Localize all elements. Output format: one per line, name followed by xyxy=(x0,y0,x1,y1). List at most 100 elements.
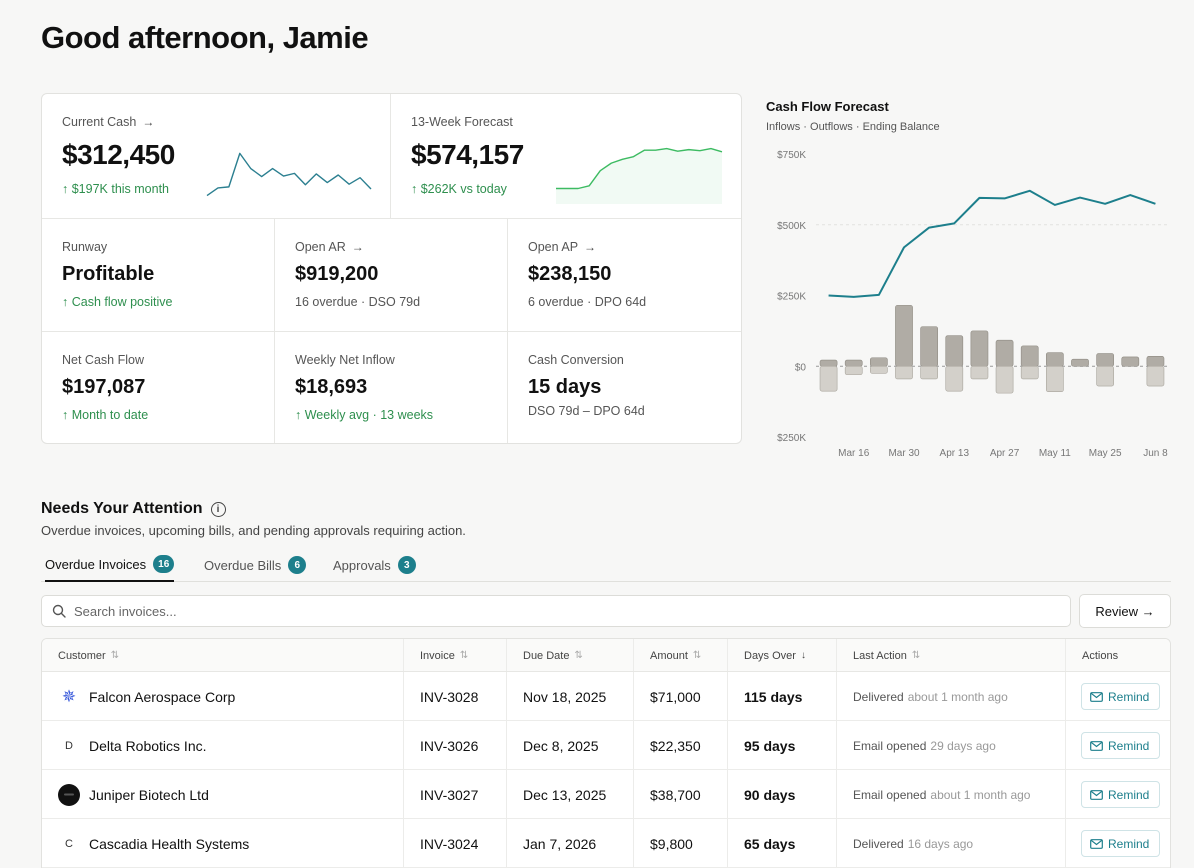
review-button[interactable]: Review → xyxy=(1079,594,1171,628)
remind-label: Remind xyxy=(1108,836,1150,851)
table-row[interactable]: C Cascadia Health Systems INV-3024 Jan 7… xyxy=(42,819,1170,868)
metric-forecast[interactable]: 13-Week Forecast $574,157 ↑ $262K vs tod… xyxy=(391,94,741,219)
customer-name[interactable]: Delta Robotics Inc. xyxy=(89,737,207,754)
days-over: 95 days xyxy=(744,737,796,754)
count-badge: 3 xyxy=(397,556,416,574)
metric-sub: ↑ Weekly avg · 13 weeks xyxy=(295,408,434,422)
inflow-bar xyxy=(1046,352,1064,367)
col-label: Amount xyxy=(650,649,688,662)
remind-button[interactable]: Remind xyxy=(1081,683,1161,710)
metric-open-ap[interactable]: Open AP → $238,150 6 overdue · DPO 64d xyxy=(508,219,741,332)
invoice-number[interactable]: INV-3027 xyxy=(420,786,479,803)
table-header: Customer ⇅ Invoice ⇅ Due Date ⇅ Amount ⇅ Day… xyxy=(42,639,1170,672)
metric-open-ar[interactable]: Open AR → $919,200 16 overdue · DSO 79d xyxy=(275,219,508,332)
inflow-bar xyxy=(1020,345,1039,367)
col-customer[interactable]: Customer ⇅ xyxy=(42,639,119,672)
metric-value: $197,087 xyxy=(62,376,146,398)
table-row[interactable]: D Delta Robotics Inc. INV-3026 Dec 8, 20… xyxy=(42,721,1170,770)
last-action: Email opened xyxy=(853,738,927,753)
sort-icon: ⇅ xyxy=(110,650,120,661)
metric-sub: ↑ Month to date xyxy=(62,408,149,422)
invoice-number[interactable]: INV-3028 xyxy=(420,688,479,705)
inflow-bar xyxy=(844,359,863,367)
metric-label: Net Cash Flow xyxy=(62,353,144,367)
inflow-bar xyxy=(970,330,989,367)
table-row[interactable]: Juniper Biotech Ltd INV-3027 Dec 13, 202… xyxy=(42,770,1170,819)
outflow-bar xyxy=(995,365,1014,394)
metric-sub: DSO 79d – DPO 64d xyxy=(528,404,645,418)
metric-current-cash[interactable]: Current Cash → $312,450 ↑ $197K this mont… xyxy=(42,94,391,219)
metric-cash-conversion: Cash Conversion 15 days DSO 79d – DPO 64… xyxy=(508,332,741,443)
chart-subtitle: Inflows · Outflows · Ending Balance xyxy=(766,121,940,133)
customer-name[interactable]: Falcon Aerospace Corp xyxy=(89,688,236,705)
last-action: Delivered xyxy=(853,836,904,851)
current-cash-sparkline xyxy=(206,152,372,197)
metric-label: 13-Week Forecast xyxy=(411,115,513,129)
x-tick-label: May 25 xyxy=(1089,448,1122,459)
last-action-time: about 1 month ago xyxy=(930,787,1031,802)
arrow-right-icon: → xyxy=(351,240,364,254)
y-tick-label: $750K xyxy=(777,150,806,161)
metric-value: 15 days xyxy=(528,376,602,398)
attention-description: Overdue invoices, upcoming bills, and pe… xyxy=(41,523,466,538)
arrow-right-icon: → xyxy=(142,115,155,129)
outflow-bar xyxy=(844,365,863,376)
inflow-bar xyxy=(945,335,964,367)
remind-button[interactable]: Remind xyxy=(1081,781,1161,808)
mail-icon xyxy=(1090,691,1103,702)
due-date: Dec 13, 2025 xyxy=(523,786,607,803)
last-action-time: 29 days ago xyxy=(930,738,996,753)
mail-icon xyxy=(1090,740,1103,751)
remind-button[interactable]: Remind xyxy=(1081,732,1161,759)
col-amount[interactable]: Amount ⇅ xyxy=(634,639,701,672)
col-due-date[interactable]: Due Date ⇅ xyxy=(507,639,583,672)
outflow-bar xyxy=(1020,365,1039,380)
metric-value: $18,693 xyxy=(295,376,368,398)
metric-sub: ↑ $197K this month xyxy=(62,182,170,196)
tab-overdue-bills[interactable]: Overdue Bills 6 xyxy=(204,548,307,582)
tab-approvals[interactable]: Approvals 3 xyxy=(333,548,416,582)
table-row[interactable]: ✵ Falcon Aerospace Corp INV-3028 Nov 18,… xyxy=(42,672,1170,721)
customer-name[interactable]: Juniper Biotech Ltd xyxy=(89,786,209,803)
inflow-bar xyxy=(895,305,913,367)
invoice-number[interactable]: INV-3024 xyxy=(420,835,479,852)
col-days-over[interactable]: Days Over ↓ xyxy=(728,639,806,672)
col-label: Last Action xyxy=(853,649,907,662)
sparkline-line xyxy=(556,147,723,190)
info-icon[interactable]: i xyxy=(210,501,226,517)
x-tick-label: May 11 xyxy=(1039,448,1071,459)
invoice-number[interactable]: INV-3026 xyxy=(420,737,479,754)
inflow-bar xyxy=(995,339,1014,367)
metric-value: Profitable xyxy=(62,263,155,285)
days-over: 65 days xyxy=(744,835,796,852)
inflow-bar xyxy=(819,359,838,367)
metric-sub: ↑ $262K vs today xyxy=(411,182,507,196)
col-label: Due Date xyxy=(523,649,570,662)
amount: $71,000 xyxy=(650,688,701,705)
y-tick-label: $500K xyxy=(777,221,806,232)
sort-desc-icon: ↓ xyxy=(800,650,806,661)
metric-weekly-net-inflow: Weekly Net Inflow $18,693 ↑ Weekly avg ·… xyxy=(275,332,508,443)
col-last-action[interactable]: Last Action ⇅ xyxy=(837,639,920,672)
metric-label: Cash Conversion xyxy=(528,353,624,367)
x-tick-label: Jun 8 xyxy=(1143,448,1168,459)
tab-overdue-invoices[interactable]: Overdue Invoices 16 xyxy=(45,548,175,582)
col-invoice[interactable]: Invoice ⇅ xyxy=(404,639,468,672)
last-action-time: 16 days ago xyxy=(907,836,974,851)
falcon-logo-icon: ✵ xyxy=(61,686,77,706)
outflow-bar xyxy=(1146,365,1165,387)
mail-icon xyxy=(1090,789,1103,800)
metric-runway: Runway Profitable ↑ Cash flow positive xyxy=(42,219,275,332)
metric-label: Weekly Net Inflow xyxy=(295,353,395,367)
metrics-grid: Current Cash → $312,450 ↑ $197K this mont… xyxy=(41,93,742,444)
metric-label: Runway xyxy=(62,240,108,254)
customer-name[interactable]: Cascadia Health Systems xyxy=(89,835,250,852)
attention-tabs: Overdue Invoices 16 Overdue Bills 6 Appr… xyxy=(41,548,1171,582)
ending-balance-line xyxy=(828,189,1156,298)
sort-icon: ⇅ xyxy=(692,650,702,661)
remind-button[interactable]: Remind xyxy=(1081,830,1161,857)
last-action: Email opened xyxy=(853,787,927,802)
x-tick-label: Apr 13 xyxy=(940,448,970,459)
search-input[interactable] xyxy=(74,603,974,619)
amount: $9,800 xyxy=(650,835,693,852)
